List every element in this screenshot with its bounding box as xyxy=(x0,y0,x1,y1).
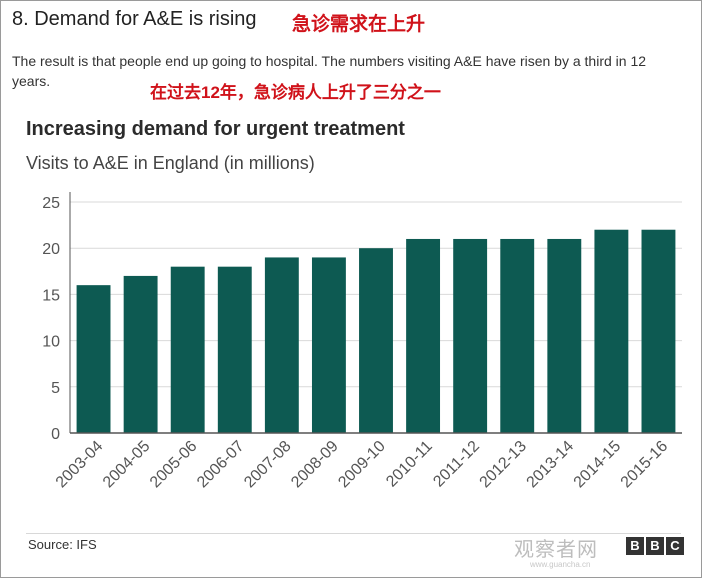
x-tick-label: 2015-16 xyxy=(618,438,672,492)
x-tick-label: 2004-05 xyxy=(100,438,154,492)
bar xyxy=(311,257,346,433)
x-tick-label: 2006-07 xyxy=(194,438,248,492)
x-tick-label: 2010-11 xyxy=(383,438,436,491)
chart-title: Increasing demand for urgent treatment xyxy=(26,118,405,140)
site-watermark: 观察者网 xyxy=(514,539,598,561)
x-tick-label: 2005-06 xyxy=(147,438,201,492)
site-watermark-url: www.guancha.cn xyxy=(530,560,591,569)
x-tick-label: 2013-14 xyxy=(524,438,578,492)
chart-subtitle: Visits to A&E in England (in millions) xyxy=(26,153,315,173)
y-tick-label: 0 xyxy=(51,426,60,443)
section-heading-translation: 急诊需求在上升 xyxy=(292,14,426,35)
bbc-logo: B B C xyxy=(626,537,684,555)
bar xyxy=(641,229,676,433)
bar xyxy=(76,285,111,433)
bar xyxy=(264,257,299,433)
bar xyxy=(547,238,582,433)
y-tick-label: 25 xyxy=(42,195,60,212)
bar xyxy=(500,238,535,433)
x-tick-label: 2008-09 xyxy=(288,438,342,492)
y-tick-label: 15 xyxy=(42,287,60,304)
section-heading: 8. Demand for A&E is rising xyxy=(12,8,257,30)
bbc-logo-letter: B xyxy=(626,537,644,555)
x-tick-label: 2014-15 xyxy=(571,438,625,492)
y-tick-label: 20 xyxy=(42,241,60,258)
x-tick-label: 2011-12 xyxy=(430,438,483,491)
x-tick-label: 2007-08 xyxy=(241,438,295,492)
x-tick-label: 2012-13 xyxy=(477,438,531,492)
x-tick-label: 2003-04 xyxy=(53,438,107,492)
bar xyxy=(123,275,158,433)
intro-translation: 在过去12年，急诊病人上升了三分之一 xyxy=(150,83,441,102)
bar xyxy=(170,266,205,433)
y-tick-label: 10 xyxy=(42,334,60,351)
bar xyxy=(359,248,393,433)
bbc-logo-letter: C xyxy=(666,537,684,555)
y-tick-label: 5 xyxy=(51,380,60,397)
bar xyxy=(406,238,441,433)
bar xyxy=(594,229,629,433)
x-tick-label: 2009-10 xyxy=(335,438,389,492)
intro-paragraph: The result is that people end up going t… xyxy=(12,53,647,89)
bbc-logo-letter: B xyxy=(646,537,664,555)
source-credit: Source: IFS xyxy=(28,537,97,552)
bar xyxy=(217,266,252,433)
bar xyxy=(453,238,488,433)
source-divider xyxy=(26,533,681,534)
